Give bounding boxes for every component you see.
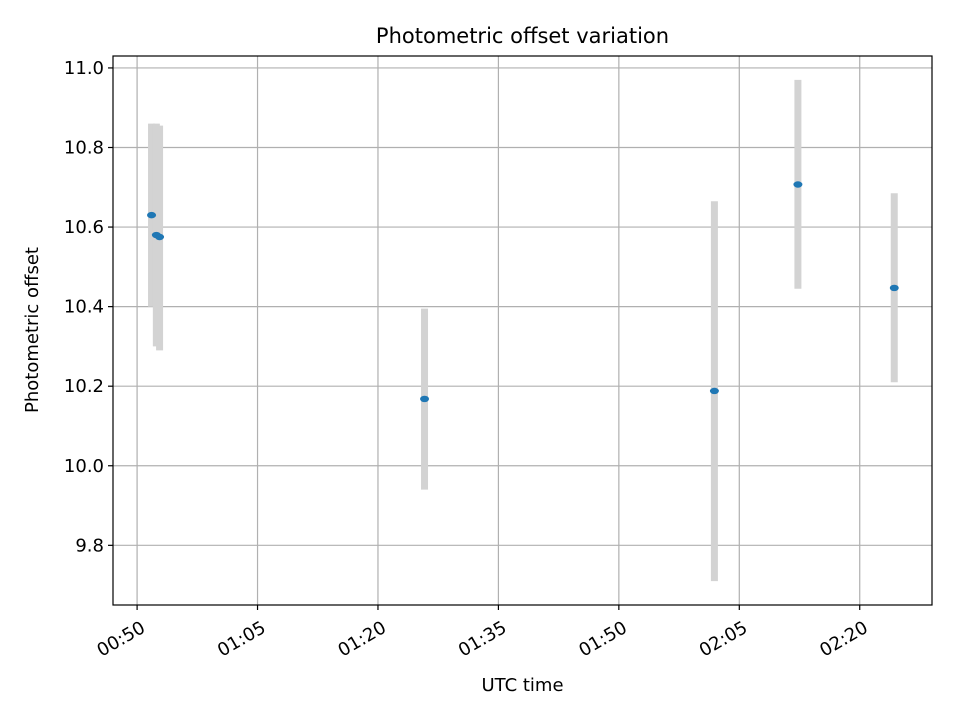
x-axis-label: UTC time xyxy=(481,675,563,696)
x-tick-label: 02:05 xyxy=(696,617,751,661)
y-axis: 9.8 10.0 10.2 10.4 10.6 10.8 11.0 xyxy=(64,58,113,556)
x-tick-label: 01:50 xyxy=(575,617,630,661)
data-points xyxy=(147,181,899,403)
y-tick-label: 9.8 xyxy=(75,535,104,556)
x-tick-label: 01:20 xyxy=(334,617,389,661)
y-tick-label: 10.8 xyxy=(64,138,104,159)
y-tick-label: 10.6 xyxy=(64,217,104,238)
y-axis-label: Photometric offset xyxy=(22,247,43,413)
data-point xyxy=(889,284,899,292)
data-point xyxy=(793,181,803,188)
y-tick-label: 10.4 xyxy=(64,297,104,318)
data-point xyxy=(709,387,719,395)
x-tick-label: 02:20 xyxy=(816,617,871,661)
data-point xyxy=(420,395,430,403)
y-tick-label: 11.0 xyxy=(64,58,104,79)
y-tick-label: 10.0 xyxy=(64,456,104,477)
chart-title: Photometric offset variation xyxy=(376,24,669,48)
y-tick-label: 10.2 xyxy=(64,376,104,397)
plot-frame xyxy=(112,55,933,606)
grid xyxy=(113,56,932,605)
x-tick-label: 01:35 xyxy=(455,617,510,661)
x-axis: 00:50 01:05 01:20 01:35 01:50 02:05 02:20 xyxy=(94,605,872,661)
error-bars xyxy=(148,79,898,582)
x-tick-label: 01:05 xyxy=(214,617,269,661)
data-point xyxy=(147,211,157,219)
x-tick-label: 00:50 xyxy=(94,617,149,661)
data-point xyxy=(155,233,165,241)
